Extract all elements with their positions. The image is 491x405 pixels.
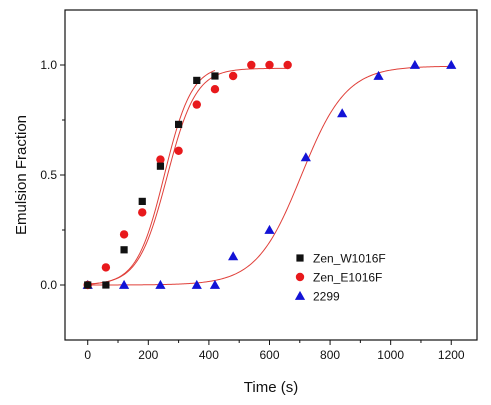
data-point <box>409 59 420 69</box>
axis-ticks: 0 200 400 600 800 1000 1200 0.0 0.5 1.0 <box>40 58 465 362</box>
data-point <box>228 71 238 81</box>
x-tick-label: 800 <box>320 348 340 362</box>
data-point <box>155 279 166 289</box>
data-points <box>82 59 457 290</box>
y-tick-label: 0.5 <box>40 168 57 182</box>
data-point <box>191 279 202 289</box>
data-point <box>119 230 129 239</box>
legend-label: Zen_E1016F <box>313 271 382 285</box>
data-point <box>138 208 147 217</box>
data-point <box>138 197 146 205</box>
y-axis-title: Emulsion Fraction <box>13 115 30 235</box>
data-point <box>265 60 274 70</box>
y-tick-label: 0.0 <box>40 278 57 292</box>
legend-marker <box>296 254 304 262</box>
plot-frame <box>64 9 478 341</box>
fit-curves <box>87 65 452 286</box>
data-point <box>283 60 292 70</box>
legend-label: 2299 <box>313 290 340 304</box>
data-point <box>446 59 457 69</box>
data-point <box>175 120 183 128</box>
legend-marker <box>294 290 306 300</box>
x-tick-label: 1200 <box>438 348 465 362</box>
data-point <box>193 76 201 84</box>
data-point <box>209 279 221 289</box>
data-point <box>300 152 311 162</box>
data-point <box>174 146 183 155</box>
data-point <box>101 263 111 272</box>
plot-border <box>64 9 478 341</box>
data-point <box>228 251 239 261</box>
data-point <box>264 224 275 234</box>
data-point <box>120 246 128 254</box>
data-point <box>210 85 220 94</box>
x-axis-title: Time (s) <box>244 379 298 396</box>
legend-marker <box>295 272 305 282</box>
data-point <box>102 281 110 289</box>
data-point <box>192 100 201 109</box>
data-point <box>373 70 384 80</box>
data-point <box>211 72 219 80</box>
data-point <box>84 281 92 289</box>
legend: Zen_W1016F Zen_E1016F 2299 <box>294 252 386 304</box>
fit-curve-Zen_E1016F <box>87 67 288 285</box>
x-tick-label: 1000 <box>377 348 404 362</box>
y-tick-label: 1.0 <box>40 58 57 72</box>
data-point <box>156 162 165 170</box>
data-point <box>337 108 348 118</box>
x-tick-label: 600 <box>259 348 279 362</box>
data-point <box>247 60 256 70</box>
legend-label: Zen_W1016F <box>313 252 386 266</box>
data-point <box>156 155 165 164</box>
data-point <box>118 279 130 289</box>
x-tick-label: 400 <box>199 348 219 362</box>
x-tick-label: 200 <box>138 348 158 362</box>
fit-curve-2299 <box>87 65 452 286</box>
x-tick-label: 0 <box>84 348 91 362</box>
